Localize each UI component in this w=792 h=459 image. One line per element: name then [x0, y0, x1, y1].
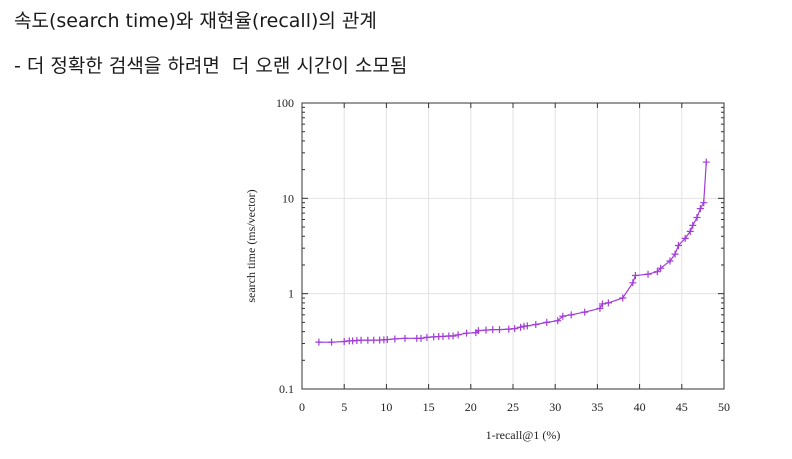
data-point	[449, 332, 457, 340]
data-point	[489, 326, 497, 334]
data-point	[357, 336, 365, 344]
data-point	[681, 234, 689, 242]
data-point	[340, 337, 348, 345]
slide-title: 속도(search time)와 재현율(recall)의 관계	[14, 10, 377, 32]
x-tick-label: 10	[380, 400, 392, 414]
data-point	[671, 250, 679, 258]
data-point	[532, 320, 540, 328]
data-point	[619, 294, 627, 302]
data-point	[567, 311, 575, 319]
data-point	[581, 308, 589, 316]
x-axis-label: 1-recall@1 (%)	[486, 428, 561, 442]
data-point	[696, 205, 704, 213]
data-point	[702, 158, 710, 166]
y-tick-label: 100	[276, 96, 294, 110]
data-point	[559, 312, 567, 320]
data-point	[454, 331, 462, 339]
x-tick-label: 30	[549, 400, 561, 414]
y-tick-label: 0.1	[279, 382, 294, 396]
x-tick-label: 50	[718, 400, 730, 414]
data-point	[511, 325, 519, 333]
data-point	[596, 304, 604, 312]
data-point	[463, 329, 471, 337]
data-point	[364, 336, 372, 344]
data-point	[401, 334, 409, 342]
x-tick-label: 25	[507, 400, 519, 414]
data-point	[439, 332, 447, 340]
data-point	[693, 213, 701, 221]
data-point	[686, 227, 694, 235]
data-point	[629, 279, 637, 287]
y-axis-label: search time (ms/vector)	[244, 189, 258, 302]
data-point	[700, 199, 708, 207]
x-tick-label: 40	[634, 400, 646, 414]
data-point	[423, 333, 431, 341]
data-point	[644, 270, 652, 278]
data-point	[370, 336, 378, 344]
data-point	[604, 299, 612, 307]
y-tick-label: 10	[282, 191, 294, 205]
x-tick-label: 5	[341, 400, 347, 414]
data-point	[517, 323, 525, 331]
data-point	[495, 326, 503, 334]
data-point	[657, 264, 665, 272]
x-tick-label: 45	[676, 400, 688, 414]
data-point	[417, 334, 425, 342]
data-point	[523, 322, 531, 330]
x-tick-label: 0	[299, 400, 305, 414]
data-point	[328, 338, 336, 346]
x-tick-label: 15	[423, 400, 435, 414]
data-point	[631, 272, 639, 280]
data-point	[543, 318, 551, 326]
data-point	[383, 336, 391, 344]
data-point	[689, 221, 697, 229]
data-point	[598, 300, 606, 308]
x-tick-label: 20	[465, 400, 477, 414]
data-point	[653, 268, 661, 276]
data-point	[666, 257, 674, 265]
data-point	[674, 242, 682, 250]
data-point	[315, 338, 323, 346]
data-point	[505, 325, 513, 333]
data-point	[482, 326, 490, 334]
data-point	[391, 335, 399, 343]
x-tick-label: 35	[591, 400, 603, 414]
slide-subtitle: - 더 정확한 검색을 하려면 더 오랜 시간이 소모됨	[14, 55, 408, 77]
data-point	[474, 327, 482, 335]
data-point	[554, 317, 562, 325]
y-tick-label: 1	[288, 287, 294, 301]
